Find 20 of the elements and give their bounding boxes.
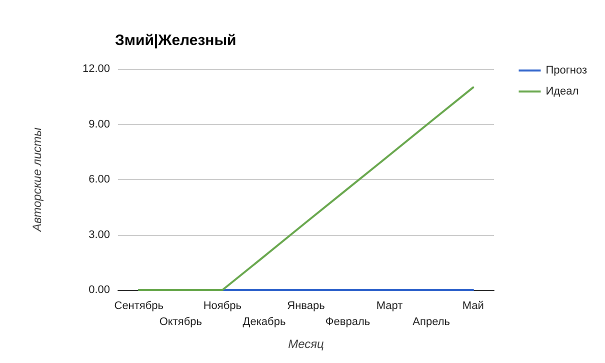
- chart-title: Змий|Железный: [115, 32, 236, 49]
- x-tick-label: Ноябрь: [203, 300, 242, 312]
- y-tick-label: 0.00: [88, 284, 110, 296]
- x-tick-label: Январь: [287, 300, 326, 312]
- x-tick-label: Февраль: [325, 316, 370, 328]
- line-series: [138, 86, 474, 291]
- x-tick-label: Апрель: [412, 316, 450, 328]
- legend-label: Идеал: [546, 86, 579, 98]
- y-tick-label: 3.00: [88, 228, 110, 241]
- y-tick-label: 6.00: [88, 174, 110, 186]
- x-tick-label: Октябрь: [159, 316, 202, 328]
- y-tick-label: 12.00: [82, 63, 110, 75]
- x-tick-label: Март: [376, 300, 403, 312]
- x-tick-label: Сентябрь: [114, 300, 164, 312]
- legend-label: Прогноз: [546, 64, 588, 76]
- y-axis-title: Авторские листы: [30, 127, 44, 232]
- x-axis-title: Месяц: [288, 337, 324, 351]
- y-tick-label: 9.00: [88, 118, 110, 130]
- x-tick-label: Май: [462, 300, 484, 312]
- x-tick-label: Декабрь: [242, 316, 286, 328]
